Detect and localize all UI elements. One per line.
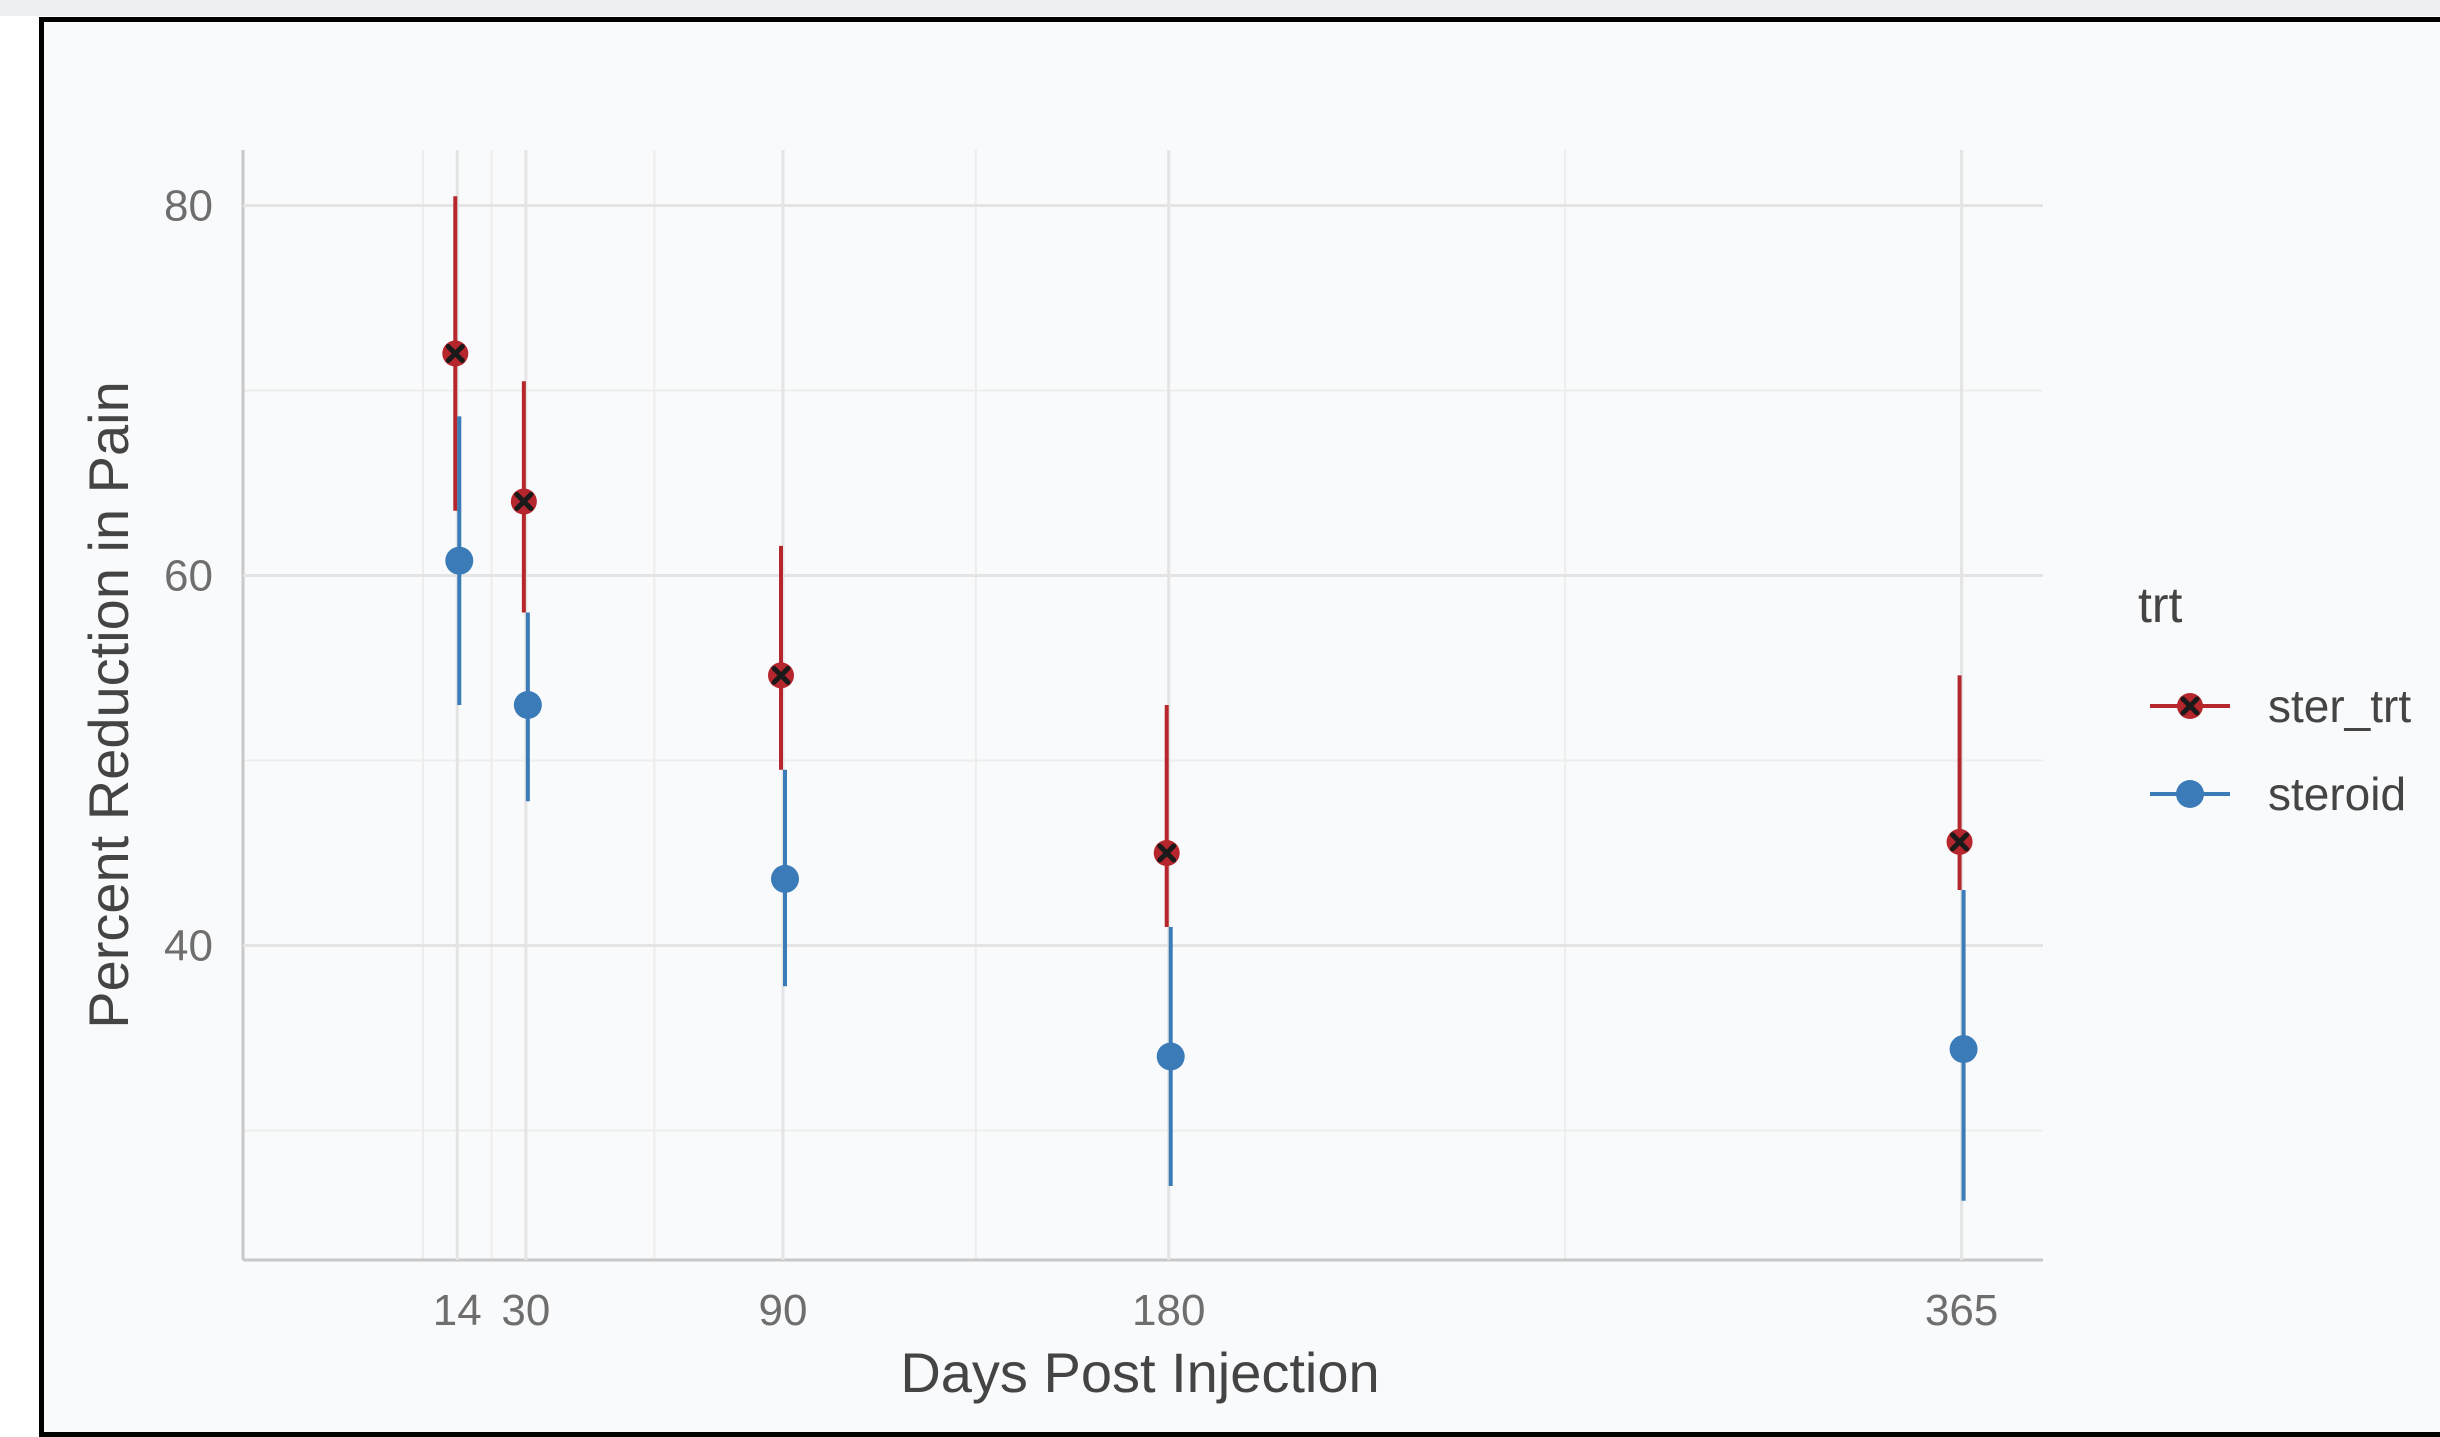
x-tick-label: 14 xyxy=(433,1286,482,1335)
point-cross xyxy=(771,665,791,685)
x-tick-label: 365 xyxy=(1925,1286,1998,1335)
point-steroid xyxy=(445,546,474,575)
legend-label: ster_trt xyxy=(2268,680,2411,732)
data-points xyxy=(442,340,1978,1071)
x-tick-label: 30 xyxy=(501,1286,550,1335)
point-ster_trt xyxy=(510,488,537,515)
point-steroid xyxy=(1949,1035,1978,1064)
x-axis-title: Days Post Injection xyxy=(900,1341,1379,1404)
point-ster_trt xyxy=(1153,840,1180,866)
minor-gridlines xyxy=(243,150,2043,1260)
point-cross xyxy=(514,492,534,511)
point-steroid xyxy=(513,691,542,719)
point-ster_trt xyxy=(768,662,794,689)
point-cross xyxy=(1950,832,1970,852)
legend-title: trt xyxy=(2138,577,2183,633)
error-bars xyxy=(453,196,1966,1201)
top-strip xyxy=(0,0,2440,16)
y-tick-label: 40 xyxy=(164,922,213,971)
legend-key-cross xyxy=(2180,696,2200,716)
point-ster_trt xyxy=(442,340,469,367)
tick-labels: 40 60 80 14 30 90 180 365 xyxy=(164,182,1998,1336)
legend-item-steroid: steroid xyxy=(2150,768,2406,820)
point-cross xyxy=(1157,843,1177,863)
y-tick-label: 80 xyxy=(164,182,213,231)
point-steroid xyxy=(1156,1042,1185,1071)
legend-label: steroid xyxy=(2268,768,2406,820)
y-tick-label: 60 xyxy=(164,552,213,601)
point-ster_trt xyxy=(1946,828,1973,855)
x-tick-label: 180 xyxy=(1132,1286,1205,1335)
legend-key-marker xyxy=(2176,780,2204,808)
legend-item-ster_trt: ster_trt xyxy=(2150,680,2411,732)
major-gridlines xyxy=(241,150,2043,1262)
point-steroid xyxy=(771,864,799,893)
y-axis-title: Percent Reduction in Pain xyxy=(77,381,140,1029)
point-cross xyxy=(445,344,465,363)
x-tick-label: 90 xyxy=(759,1286,808,1335)
